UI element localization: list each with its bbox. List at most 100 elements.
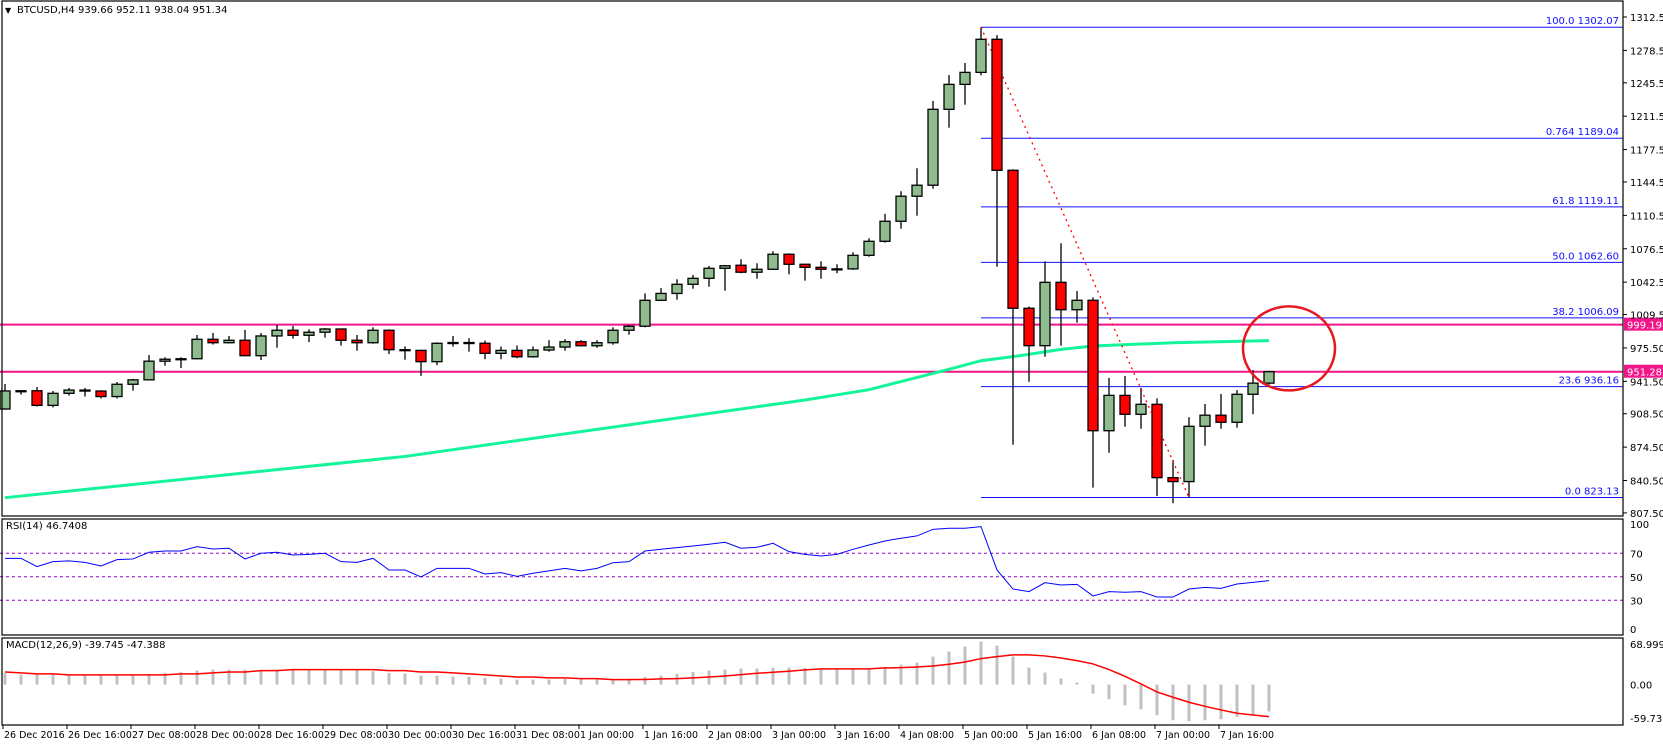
chart-title: BTCUSD,H4 939.66 952.11 938.04 951.34 <box>17 5 227 16</box>
candle <box>63 387 75 396</box>
rsi-panel[interactable]: 100 70 50 30 0 <box>0 520 1649 636</box>
price-panel[interactable]: 999.19 951.28 100.0 1302.07 0.764 1189.04 61… <box>0 13 1663 520</box>
price-tick-label: 1177.50 <box>1630 146 1663 157</box>
macd-histogram-bar <box>899 664 903 685</box>
candle-body <box>639 299 651 327</box>
macd-histogram-bar <box>835 668 839 685</box>
macd-histogram-bar <box>131 675 135 685</box>
macd-histogram-bar <box>3 673 7 685</box>
candle-body <box>431 342 443 363</box>
candle <box>895 191 907 229</box>
macd-histogram-bar <box>179 672 183 685</box>
price-tick-label: 975.50 <box>1630 344 1663 355</box>
macd-histogram-bar <box>931 656 935 685</box>
candle-body <box>623 325 635 331</box>
candle-body <box>975 38 987 74</box>
candle <box>495 346 507 360</box>
candle-body <box>927 108 939 186</box>
time-tick-label: 1 Jan 00:00 <box>580 730 634 741</box>
macd-histogram-bar <box>435 675 439 685</box>
macd-histogram-bar <box>99 675 103 685</box>
candle <box>735 259 747 274</box>
price-tick-label: 1144.50 <box>1630 178 1663 189</box>
time-tick-label: 7 Jan 00:00 <box>1156 730 1210 741</box>
candle-body <box>479 342 491 354</box>
price-tick-label: 1278.50 <box>1630 46 1663 57</box>
price-tick-label: 874.50 <box>1630 443 1663 454</box>
price-tag-label: 951.28 <box>1627 368 1662 379</box>
candle-body <box>383 329 395 351</box>
candle-body <box>767 253 779 270</box>
macd-histogram-bar <box>259 670 263 685</box>
candle-body <box>1215 414 1227 423</box>
macd-histogram-bar <box>755 668 759 685</box>
macd-panel[interactable]: 68.999 0.00 -59.731 <box>3 640 1663 725</box>
macd-histogram-bar <box>787 667 791 685</box>
macd-histogram-bar <box>1091 684 1095 694</box>
candle <box>463 338 475 352</box>
candle-body <box>831 268 843 271</box>
price-tick-label: 1042.50 <box>1630 278 1663 289</box>
price-tick-label: 1009.50 <box>1630 311 1663 322</box>
panel-frames <box>1 0 1624 726</box>
macd-histogram-bar <box>1043 672 1047 685</box>
rsi-tick-label: 0 <box>1630 625 1636 636</box>
time-tick-label: 5 Jan 16:00 <box>1028 730 1082 741</box>
candle <box>1199 404 1211 446</box>
candle <box>1055 243 1067 346</box>
fib-level-label: 61.8 1119.11 <box>1552 196 1619 207</box>
time-tick-label: 6 Jan 08:00 <box>1092 730 1146 741</box>
macd-histogram-bar <box>659 675 663 685</box>
candle-body <box>1135 403 1147 415</box>
candle-body <box>879 220 891 242</box>
macd-histogram-bar <box>947 651 951 685</box>
candle <box>671 279 683 300</box>
candle-body <box>1183 425 1195 483</box>
candle-body <box>175 358 187 361</box>
candle <box>959 62 971 105</box>
macd-histogram-bar <box>627 678 631 685</box>
candle <box>431 342 443 366</box>
macd-histogram-bar <box>147 673 151 685</box>
macd-histogram-bar <box>563 678 567 685</box>
candle-body <box>607 329 619 344</box>
macd-histogram-bar <box>1027 667 1031 685</box>
candle <box>911 168 923 216</box>
candle-body <box>863 240 875 256</box>
candle-body <box>527 349 539 358</box>
candle <box>847 252 859 270</box>
macd-title: MACD(12,26,9) -39.745 -47.388 <box>6 640 166 651</box>
time-axis: 26 Dec 2016 26 Dec 16:00 27 Dec 08:00 28 De… <box>2 725 1274 741</box>
candle-body <box>1151 403 1163 479</box>
candle <box>447 335 459 347</box>
macd-histogram-bar <box>163 672 167 685</box>
macd-histogram-bar <box>595 678 599 685</box>
macd-histogram-bar <box>1155 684 1159 716</box>
macd-tick-label: 68.999 <box>1630 640 1663 651</box>
candle <box>399 346 411 360</box>
candle-body <box>991 38 1003 171</box>
collapse-arrow-icon[interactable]: ▼ <box>5 6 12 15</box>
price-tick-label: 1110.50 <box>1630 211 1663 222</box>
macd-histogram-bar <box>403 673 407 685</box>
candle <box>111 382 123 399</box>
candle-body <box>1071 299 1083 311</box>
macd-histogram-bar <box>851 668 855 685</box>
macd-histogram-bar <box>323 670 327 685</box>
candle-body <box>703 267 715 279</box>
candle <box>751 263 763 279</box>
candle <box>703 265 715 287</box>
macd-histogram-bar <box>355 670 359 685</box>
macd-histogram-bar <box>1011 656 1015 685</box>
macd-histogram-bar <box>195 670 199 685</box>
candle-body <box>895 195 907 222</box>
time-tick-label: 26 Dec 2016 <box>4 730 65 741</box>
macd-histogram-bar <box>483 677 487 685</box>
candle <box>351 334 363 351</box>
candle <box>1183 417 1195 498</box>
candle <box>1071 290 1083 323</box>
macd-histogram-bar <box>1107 684 1111 700</box>
candle <box>367 327 379 344</box>
candle <box>559 339 571 351</box>
